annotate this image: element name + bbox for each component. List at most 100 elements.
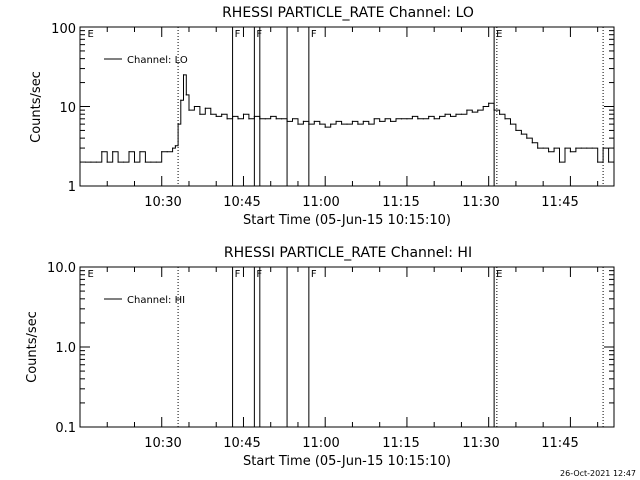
data-point bbox=[221, 113, 223, 115]
data-point bbox=[509, 123, 512, 125]
panel-hi-xtick-label: 11:15 bbox=[382, 436, 419, 451]
data-point bbox=[297, 123, 299, 125]
data-point bbox=[531, 142, 533, 144]
data-point bbox=[177, 123, 179, 125]
data-point bbox=[291, 118, 294, 120]
data-point bbox=[264, 118, 266, 120]
data-point bbox=[308, 123, 310, 125]
data-point bbox=[335, 120, 337, 122]
data-point bbox=[259, 118, 261, 120]
event-marker-label: E bbox=[496, 269, 502, 280]
panel-hi-ytick-label: 10.0 bbox=[47, 261, 76, 276]
panel-lo-y-axis-label: Counts/sec bbox=[29, 71, 44, 143]
data-point bbox=[90, 161, 92, 163]
data-point bbox=[575, 147, 577, 149]
data-point bbox=[84, 161, 87, 163]
panel-lo-ytick-label: 100 bbox=[51, 22, 76, 37]
data-point bbox=[193, 105, 196, 108]
panel-lo: RHESSI PARTICLE_RATE Channel: LO E F F F E 1… bbox=[29, 5, 615, 228]
data-point bbox=[226, 118, 228, 120]
data-point bbox=[112, 151, 114, 153]
data-point bbox=[422, 118, 424, 120]
data-point bbox=[460, 113, 463, 115]
data-point bbox=[172, 147, 174, 149]
data-point bbox=[346, 123, 348, 125]
event-marker-label: F bbox=[311, 29, 317, 40]
data-point bbox=[362, 120, 364, 122]
data-point bbox=[166, 151, 168, 153]
data-point bbox=[537, 147, 539, 149]
data-point bbox=[188, 109, 190, 111]
data-point bbox=[548, 151, 550, 153]
event-marker-label: F bbox=[256, 269, 262, 280]
data-point bbox=[144, 161, 146, 163]
data-point bbox=[542, 147, 544, 149]
data-point bbox=[373, 118, 375, 120]
panel-hi-xtick-label: 11:30 bbox=[462, 436, 499, 451]
data-point bbox=[150, 161, 152, 163]
data-point bbox=[128, 151, 130, 153]
data-point bbox=[564, 147, 566, 149]
data-point bbox=[504, 118, 506, 120]
panel-hi-legend-label: Channel: HI bbox=[127, 295, 185, 306]
data-point bbox=[553, 147, 555, 149]
event-marker-label: F bbox=[311, 269, 317, 280]
data-point bbox=[215, 115, 217, 118]
data-point bbox=[139, 151, 141, 153]
panel-lo-y-axis bbox=[80, 30, 614, 163]
data-point bbox=[498, 113, 501, 115]
data-point bbox=[237, 118, 239, 120]
panel-lo-ytick-label: 1 bbox=[68, 180, 76, 195]
data-point bbox=[242, 113, 245, 115]
panel-lo-series bbox=[84, 74, 610, 163]
panel-hi-y-axis-label: Counts/sec bbox=[25, 311, 40, 383]
data-point bbox=[520, 133, 522, 135]
data-point bbox=[395, 118, 397, 120]
data-point bbox=[319, 123, 321, 125]
panel-hi-xtick-label: 10:45 bbox=[223, 436, 260, 451]
data-point bbox=[569, 151, 572, 153]
data-point bbox=[95, 161, 97, 163]
data-point bbox=[340, 123, 343, 125]
data-point bbox=[591, 147, 593, 149]
data-point bbox=[133, 161, 136, 163]
data-point bbox=[607, 161, 610, 163]
footer-timestamp: 26-Oct-2021 12:47 bbox=[560, 469, 636, 478]
data-point bbox=[493, 109, 495, 111]
panel-lo-legend-label: Channel: LO bbox=[127, 55, 188, 66]
event-marker-label: E bbox=[87, 29, 93, 40]
panel-lo-x-axis-label: Start Time (05-Jun-15 10:15:10) bbox=[243, 213, 451, 228]
data-point bbox=[482, 105, 484, 108]
panel-lo-xtick-label: 11:15 bbox=[382, 195, 419, 210]
data-point bbox=[597, 161, 599, 163]
data-point bbox=[406, 118, 408, 120]
data-point bbox=[580, 147, 582, 149]
data-point bbox=[586, 147, 588, 149]
panel-hi: RHESSI PARTICLE_RATE Channel: HI E F F F E 0… bbox=[25, 245, 615, 469]
panel-hi-x-axis-label: Start Time (05-Jun-15 10:15:10) bbox=[243, 454, 451, 469]
data-point bbox=[558, 161, 561, 163]
panel-hi-title: RHESSI PARTICLE_RATE Channel: HI bbox=[224, 245, 472, 261]
data-point bbox=[411, 115, 413, 118]
panel-hi-xtick-label: 11:00 bbox=[302, 436, 339, 451]
event-marker-label: E bbox=[87, 269, 93, 280]
data-point bbox=[471, 111, 473, 113]
data-point bbox=[248, 118, 250, 120]
data-point bbox=[515, 129, 517, 132]
panel-lo-xtick-label: 10:30 bbox=[144, 195, 181, 210]
data-point bbox=[389, 120, 392, 122]
data-point bbox=[106, 161, 108, 163]
data-point bbox=[270, 115, 272, 118]
panel-lo-x-axis bbox=[79, 27, 599, 186]
data-point bbox=[449, 115, 452, 118]
panel-hi-xtick-label: 10:30 bbox=[144, 436, 181, 451]
data-point bbox=[428, 115, 430, 118]
data-point bbox=[384, 118, 386, 120]
data-point bbox=[161, 151, 163, 153]
event-marker-label: E bbox=[496, 29, 502, 40]
panel-lo-ytick-label: 10 bbox=[59, 101, 76, 116]
data-point bbox=[439, 115, 441, 118]
